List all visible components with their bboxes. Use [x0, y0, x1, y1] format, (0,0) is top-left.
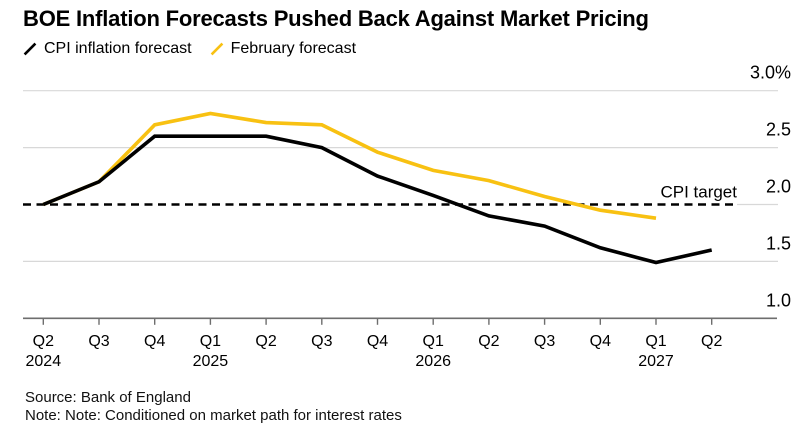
footer: Source: Bank of England Note: Note: Cond… [25, 389, 402, 425]
series-line-february-forecast [42, 111, 657, 220]
cpi-forecast-slash-icon [23, 42, 37, 56]
x-axis-label: Q4 [144, 333, 165, 350]
y-axis-label: 2.0 [766, 177, 791, 197]
y-axis-label: 2.5 [766, 120, 791, 140]
x-axis-label: Q2 [255, 333, 276, 350]
x-axis-label: Q1 [645, 333, 666, 350]
legend-item-label: February forecast [230, 40, 357, 57]
x-axis-label: Q2 [33, 333, 54, 350]
x-axis-label: Q2 [701, 333, 722, 350]
x-axis-year-label: 2025 [193, 353, 229, 370]
february-forecast-slash-icon [210, 42, 223, 56]
y-axis-label: 1.0 [766, 290, 791, 310]
y-axis-label: 1.5 [766, 233, 791, 253]
series-line-cpi-inflation-forecast [42, 134, 713, 265]
x-axis-label: Q4 [367, 333, 388, 350]
x-axis-label: Q3 [88, 333, 109, 350]
x-axis-label: Q1 [200, 333, 221, 350]
note-line: Note: Note: Conditioned on market path f… [25, 407, 402, 424]
source-line: Source: Bank of England [25, 389, 191, 406]
x-axis-label: Q4 [590, 333, 611, 350]
x-axis-label: Q1 [423, 333, 444, 350]
x-axis-year-label: 2026 [415, 353, 451, 370]
x-axis-year-label: 2024 [26, 353, 62, 370]
legend: CPI inflation forecast February forecast [23, 40, 356, 58]
legend-item-february-forecast: February forecast [210, 40, 356, 58]
x-axis-label: Q3 [534, 333, 555, 350]
legend-item-cpi-inflation-forecast: CPI inflation forecast [23, 40, 192, 58]
y-axis-label: 3.0% [750, 63, 791, 83]
x-axis-year-label: 2027 [638, 353, 674, 370]
chart-title: BOE Inflation Forecasts Pushed Back Agai… [23, 6, 649, 31]
legend-item-label: CPI inflation forecast [44, 40, 192, 57]
x-axis-label: Q2 [478, 333, 499, 350]
x-axis-label: Q3 [311, 333, 332, 350]
cpi-target-label: CPI target [660, 183, 737, 202]
